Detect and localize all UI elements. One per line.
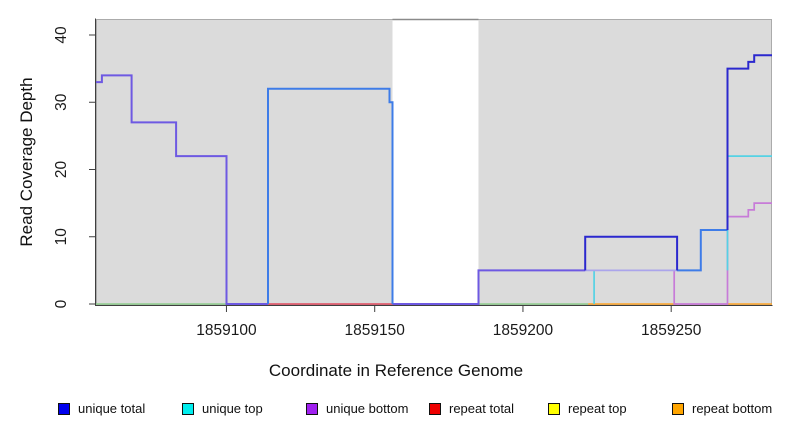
y-tick-label: 10 — [53, 228, 70, 246]
series-unique-total — [584, 235, 679, 271]
x-tick-label: 1859250 — [641, 322, 702, 339]
series-unique-total — [726, 54, 772, 230]
series-unique-total-bottom-overlap — [392, 269, 586, 305]
x-axis-title: Coordinate in Reference Genome — [268, 361, 524, 380]
y-axis-title: Read Coverage Depth — [17, 77, 36, 247]
x-tick-label: 1859100 — [196, 322, 257, 339]
x-tick-label: 1859150 — [345, 322, 406, 339]
series-unique-total-bottom-overlap — [96, 74, 268, 305]
no-data-region — [392, 19, 479, 305]
y-tick-label: 20 — [53, 161, 70, 179]
y-tick-label: 40 — [53, 26, 70, 44]
series-unique-bottom — [673, 202, 772, 305]
x-tick-label: 1859200 — [493, 322, 554, 339]
y-tick-label: 0 — [53, 299, 70, 308]
series-unique-total-top-overlap — [677, 229, 728, 272]
series-unique-total-top-overlap — [267, 87, 394, 304]
y-tick-label: 30 — [53, 93, 70, 111]
